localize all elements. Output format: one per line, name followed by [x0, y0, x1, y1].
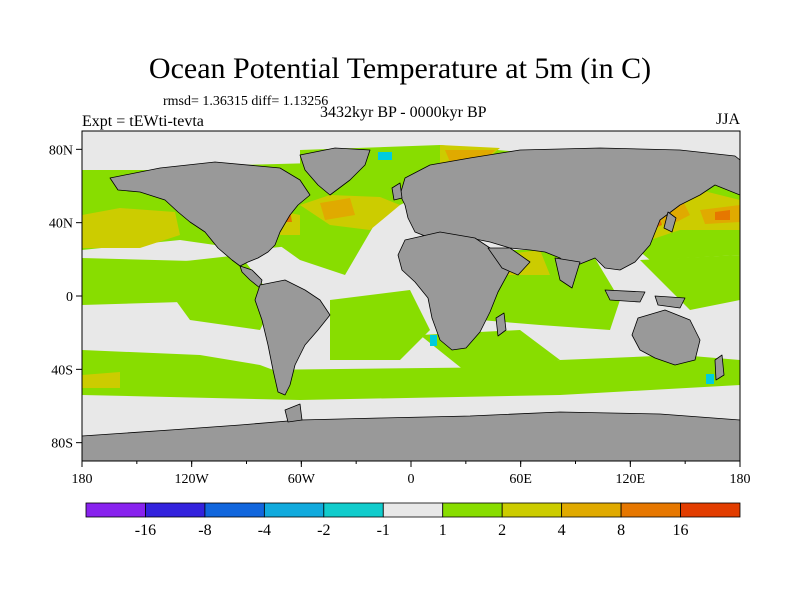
y-tick-label: 80N [49, 143, 73, 158]
anomaly-darkorange-sea-of-okhotsk [715, 210, 730, 220]
x-tick-label: 120E [616, 472, 646, 487]
colorbar: -16 -8 -4 -2 -1 1 2 4 8 16 [85, 502, 741, 539]
y-tick-label: 0 [66, 290, 73, 305]
land-arabia [487, 247, 531, 276]
land-north-america [109, 161, 311, 267]
anomaly-orange-labrador-sea [320, 198, 355, 220]
colorbar-swatch [323, 502, 384, 518]
colorbar-swatch [145, 502, 206, 518]
colorbar-label: 2 [498, 522, 506, 539]
x-tick-label: 0 [408, 472, 415, 487]
colorbar-label: -16 [135, 522, 156, 539]
colorbar-label: 16 [673, 522, 689, 539]
land-africa [397, 231, 511, 351]
colorbar-label: 8 [617, 522, 625, 539]
x-tick-label: 120W [175, 472, 210, 487]
anomaly-yellow-south-pacific [82, 372, 120, 388]
anomaly-green-southern-ocean [82, 350, 740, 400]
land-new-zealand [714, 354, 725, 381]
time-period-label: 3432kyr BP - 0000kyr BP [320, 104, 487, 121]
anomaly-cyan-arctic [378, 152, 392, 160]
colorbar-label: -4 [258, 522, 271, 539]
colorbar-swatch [501, 502, 563, 518]
land-australia [631, 309, 701, 366]
map-title: Ocean Potential Temperature at 5m (in C) [148, 52, 652, 85]
land-india [554, 257, 581, 289]
colorbar-label: 1 [439, 522, 447, 539]
season-label: JJA [716, 111, 741, 128]
colorbar-label: -1 [377, 522, 390, 539]
colorbar-swatch [620, 502, 681, 518]
colorbar-swatch [85, 502, 146, 518]
y-tick-label: 80S [51, 437, 73, 452]
y-axis: 80N 40N 0 40S 80S [49, 143, 82, 452]
anomaly-cyan-east-australia [706, 374, 714, 384]
x-tick-label: 180 [72, 472, 93, 487]
colorbar-swatch [442, 502, 503, 518]
land-new-guinea [654, 295, 686, 309]
anomaly-green-west-pacific [640, 255, 740, 310]
colorbar-swatch [263, 502, 325, 518]
land-south-america [254, 279, 331, 396]
land-japan [663, 211, 677, 233]
x-tick-label: 60W [288, 472, 316, 487]
land-antarctic-peninsula [284, 403, 303, 423]
y-tick-label: 40N [49, 217, 73, 232]
anomaly-green-south-atlantic [330, 290, 430, 360]
x-tick-label: 180 [730, 472, 751, 487]
colorbar-swatch [204, 502, 265, 518]
x-tick-label: 60E [509, 472, 532, 487]
colorbar-swatch [680, 502, 741, 518]
colorbar-swatch [561, 502, 622, 518]
colorbar-label: -2 [317, 522, 330, 539]
land-uk [391, 182, 403, 201]
x-axis: 180 120W 60W 0 60E 120E 180 [72, 461, 751, 487]
experiment-label: Expt = tEWti-tevta [82, 113, 204, 130]
land-antarctica [82, 411, 740, 461]
anomaly-green-subantarctic [250, 365, 700, 385]
land-greenland [299, 147, 371, 196]
colorbar-label: 4 [558, 522, 566, 539]
colorbar-label: -8 [198, 522, 211, 539]
map-panel [82, 131, 740, 461]
y-tick-label: 40S [51, 363, 73, 378]
colorbar-swatch [382, 502, 444, 518]
landmasses [82, 147, 740, 461]
land-madagascar [495, 312, 507, 337]
anomaly-yellow-north-pacific [82, 208, 180, 248]
anomaly-cyan-benguela [430, 335, 437, 346]
stats-label: rmsd= 1.36315 diff= 1.13256 [163, 94, 329, 109]
land-indonesia [604, 289, 646, 303]
